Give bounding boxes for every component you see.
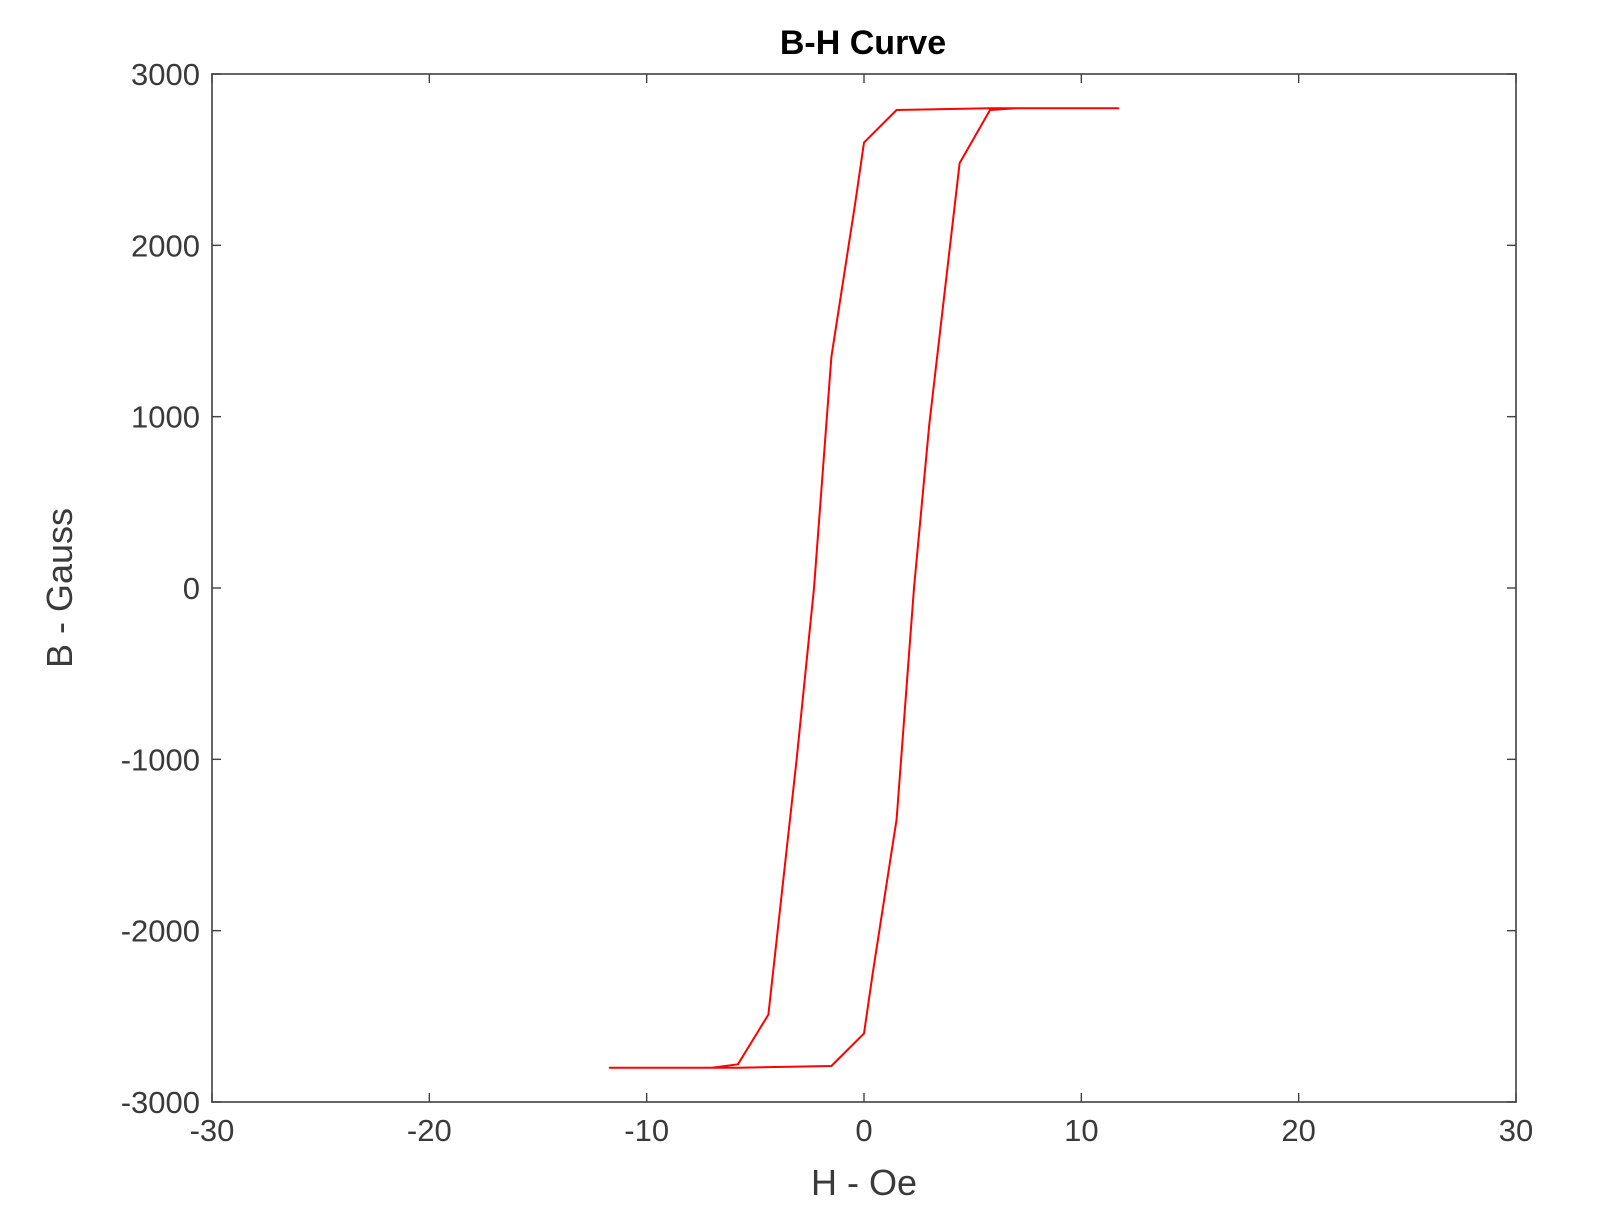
y-axis-label: B - Gauss: [39, 508, 80, 668]
plot-area: [211, 73, 1517, 1103]
x-axis-tick-labels: -30 -20 -10 0 10 20 30: [190, 1113, 1534, 1148]
y-tick-label: 2000: [131, 228, 200, 263]
x-axis-label: H - Oe: [811, 1162, 917, 1203]
y-tick-label: -2000: [121, 914, 200, 949]
y-tick-label: 3000: [131, 57, 200, 92]
y-axis-tick-labels: -3000 -2000 -1000 0 1000 2000 3000: [121, 57, 200, 1120]
x-tick-label: -10: [624, 1113, 669, 1148]
series-group: [608, 107, 1120, 1069]
x-tick-label: -20: [407, 1113, 452, 1148]
x-tick-label: 10: [1064, 1113, 1098, 1148]
x-tick-label: 0: [855, 1113, 872, 1148]
tick-marks: [211, 73, 1517, 1103]
x-tick-label: -30: [190, 1113, 235, 1148]
y-tick-label: -3000: [121, 1085, 200, 1120]
y-tick-label: 1000: [131, 400, 200, 435]
y-tick-label: -1000: [121, 742, 200, 777]
y-tick-label: 0: [183, 571, 200, 606]
x-tick-label: 30: [1499, 1113, 1533, 1148]
hysteresis-loop-line: [608, 107, 1120, 1069]
x-tick-label: 20: [1281, 1113, 1315, 1148]
chart-title: B-H Curve: [780, 24, 946, 62]
